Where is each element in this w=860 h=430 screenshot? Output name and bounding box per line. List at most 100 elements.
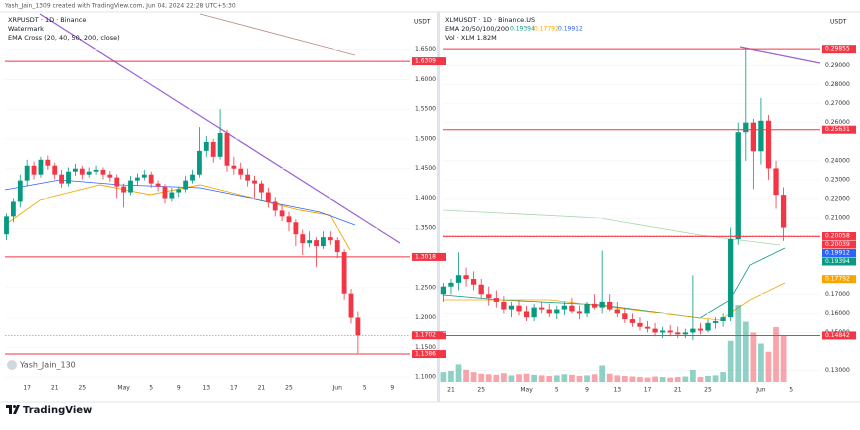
price-label-box (412, 252, 446, 261)
logo-mark (6, 405, 20, 414)
candle-body (259, 183, 264, 193)
price-label-box (412, 331, 446, 340)
y-tick-label: 0.16000 (825, 310, 850, 317)
y-tick-label: 1.2000 (415, 314, 436, 321)
ema-curve (443, 282, 786, 321)
x-tick-label: 17 (230, 385, 238, 392)
candle-body (197, 150, 202, 175)
candle-body (705, 322, 711, 331)
candle-body (245, 174, 251, 181)
candle-body (327, 237, 333, 241)
volume-bar (659, 377, 666, 382)
x-tick-label: 5 (789, 387, 793, 394)
volume-bar (674, 377, 681, 382)
candle-body (52, 165, 58, 175)
trend-line (199, 13, 356, 56)
x-tick-label: Jun (332, 385, 343, 392)
y-tick-label: 1.6500 (415, 46, 436, 53)
candle-body (765, 120, 772, 169)
candle-body (539, 307, 545, 310)
candle-body (293, 222, 299, 235)
candle-body (348, 293, 354, 318)
volume-bar (463, 369, 469, 382)
candle-body (217, 133, 223, 157)
candle-body (72, 168, 78, 172)
candle-body (24, 165, 30, 181)
price-label: 1.1386 (415, 351, 436, 358)
volume-bar (637, 377, 643, 382)
candle-body (780, 195, 787, 228)
chart-title: XLMUSDT · 1D · Binance.US (445, 16, 535, 24)
volume-bar (493, 374, 500, 382)
y-tick-label: 0.23000 (825, 176, 850, 183)
candle-body (652, 328, 658, 333)
x-tick-label: 13 (613, 387, 621, 394)
candle-body (4, 216, 9, 235)
volume-bar (538, 375, 545, 382)
candle-body (554, 309, 560, 314)
ema-value: 0.19394 (510, 26, 535, 33)
candle-body (712, 320, 719, 323)
x-tick-label: 25 (477, 387, 485, 394)
volume-bar (531, 374, 537, 382)
volume-bar (690, 369, 696, 382)
volume-bar (508, 375, 515, 382)
currency-label: USDT (830, 19, 847, 26)
candle-body (321, 237, 326, 247)
volume-bar (750, 332, 757, 382)
x-tick-label: 9 (390, 385, 394, 392)
candle-body (720, 317, 726, 321)
price-label-box (822, 45, 856, 54)
y-tick-label: 1.5000 (415, 135, 436, 142)
legend-item: Watermark (8, 25, 44, 33)
price-label: 1.1702 (415, 332, 436, 339)
volume-bar (697, 377, 704, 382)
candle-body (114, 177, 120, 187)
candle-body (493, 298, 499, 302)
candle-body (31, 165, 37, 175)
y-tick-label: 0.13000 (825, 367, 850, 374)
x-tick-label: Jun (755, 387, 766, 394)
candle-body (591, 303, 598, 308)
y-tick-label: 0.24000 (825, 157, 850, 164)
watermark: Yash_Jain_130 (19, 361, 76, 370)
x-tick-label: May (520, 387, 533, 394)
y-tick-label: 0.22000 (825, 195, 850, 202)
volume-bar (727, 340, 734, 382)
candle-body (599, 301, 605, 308)
candle-body (508, 305, 515, 310)
price-label: 0.19912 (825, 249, 850, 256)
volume-bar (546, 375, 553, 382)
candle-body (59, 174, 65, 184)
x-tick-label: 25 (78, 385, 86, 392)
candle-body (607, 301, 613, 310)
candle-body (629, 319, 636, 323)
candle-body (501, 301, 507, 310)
volume-bar (614, 375, 621, 382)
volume-bar (485, 374, 492, 382)
x-tick-label: 21 (258, 385, 266, 392)
price-label-box (822, 331, 856, 340)
y-tick-label: 0.29000 (825, 62, 850, 69)
candle-body (341, 252, 347, 294)
volume-bar (735, 305, 742, 382)
volume-bar (553, 375, 560, 382)
candle-body (561, 305, 568, 310)
candle-body (735, 132, 741, 239)
candle-body (162, 186, 168, 199)
legend-item: EMA 20/50/100/200 (445, 25, 509, 33)
candle-body (176, 189, 182, 193)
volume-bar (470, 372, 477, 382)
candle-body (107, 174, 113, 178)
candle-body (569, 305, 575, 312)
volume-bar (584, 375, 590, 382)
volume-bar (621, 375, 628, 382)
price-label-box (822, 248, 856, 257)
volume-bar (478, 373, 485, 382)
x-tick-label: 5 (149, 385, 153, 392)
candle-body (128, 180, 133, 193)
candle-body (448, 282, 454, 287)
candle-body (355, 317, 361, 336)
candle-body (614, 309, 620, 314)
